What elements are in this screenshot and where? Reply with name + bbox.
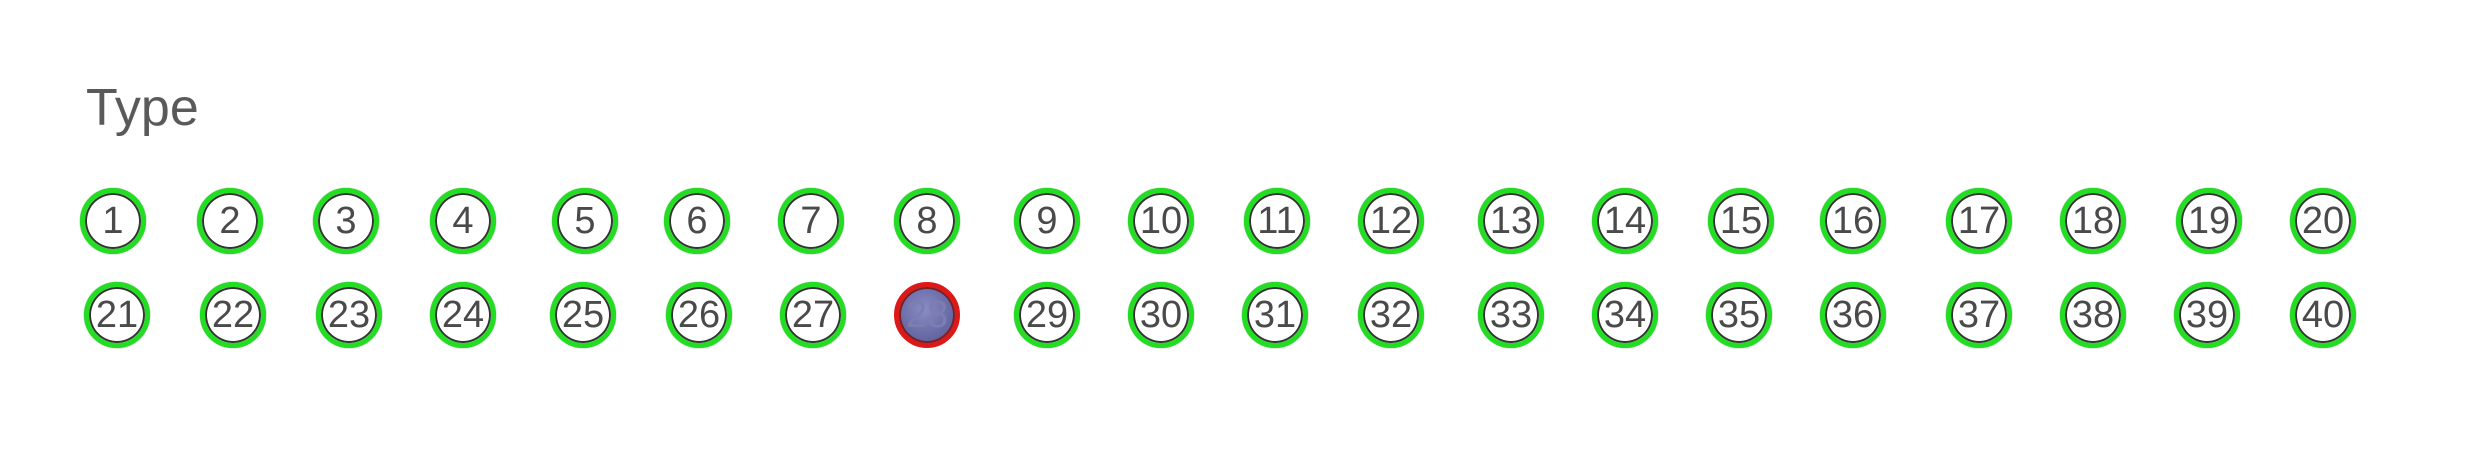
type-option[interactable]: 10 xyxy=(1128,188,1194,254)
type-option[interactable]: 29 xyxy=(1014,282,1080,348)
type-option[interactable]: 34 xyxy=(1592,282,1658,348)
type-option[interactable]: 19 xyxy=(2176,188,2242,254)
type-row-2: 21 22 23 24 25 26 27 28 29 30 31 32 33 3… xyxy=(80,282,2380,376)
type-option[interactable]: 9 xyxy=(1014,188,1080,254)
type-option[interactable]: 18 xyxy=(2060,188,2126,254)
type-option[interactable]: 7 xyxy=(778,188,844,254)
type-option[interactable]: 37 xyxy=(1946,282,2012,348)
type-selector-grid: 1 2 3 4 5 6 7 8 9 10 11 12 13 14 15 16 1… xyxy=(80,188,2380,376)
type-option[interactable]: 25 xyxy=(550,282,616,348)
type-option[interactable]: 14 xyxy=(1592,188,1658,254)
type-option[interactable]: 12 xyxy=(1358,188,1424,254)
type-option[interactable]: 32 xyxy=(1358,282,1424,348)
type-option[interactable]: 21 xyxy=(84,282,150,348)
type-option[interactable]: 5 xyxy=(552,188,618,254)
type-option[interactable]: 2 xyxy=(197,188,263,254)
type-option-selected[interactable]: 28 xyxy=(894,282,960,348)
type-option[interactable]: 22 xyxy=(200,282,266,348)
type-option[interactable]: 35 xyxy=(1706,282,1772,348)
type-option[interactable]: 16 xyxy=(1820,188,1886,254)
type-option[interactable]: 31 xyxy=(1242,282,1308,348)
type-option[interactable]: 24 xyxy=(430,282,496,348)
type-option[interactable]: 33 xyxy=(1478,282,1544,348)
type-option[interactable]: 1 xyxy=(80,188,146,254)
type-heading: Type xyxy=(86,79,199,137)
type-option[interactable]: 39 xyxy=(2174,282,2240,348)
type-option[interactable]: 3 xyxy=(313,188,379,254)
type-option[interactable]: 13 xyxy=(1478,188,1544,254)
type-option[interactable]: 23 xyxy=(316,282,382,348)
type-option[interactable]: 11 xyxy=(1244,188,1310,254)
type-option[interactable]: 17 xyxy=(1946,188,2012,254)
type-option[interactable]: 15 xyxy=(1708,188,1774,254)
type-row-1: 1 2 3 4 5 6 7 8 9 10 11 12 13 14 15 16 1… xyxy=(80,188,2380,282)
type-option[interactable]: 30 xyxy=(1128,282,1194,348)
type-option[interactable]: 36 xyxy=(1820,282,1886,348)
type-option[interactable]: 4 xyxy=(430,188,496,254)
type-option[interactable]: 8 xyxy=(894,188,960,254)
type-option[interactable]: 26 xyxy=(666,282,732,348)
type-option[interactable]: 27 xyxy=(780,282,846,348)
type-option[interactable]: 38 xyxy=(2060,282,2126,348)
type-option[interactable]: 6 xyxy=(664,188,730,254)
type-option[interactable]: 40 xyxy=(2290,282,2356,348)
type-option[interactable]: 20 xyxy=(2290,188,2356,254)
